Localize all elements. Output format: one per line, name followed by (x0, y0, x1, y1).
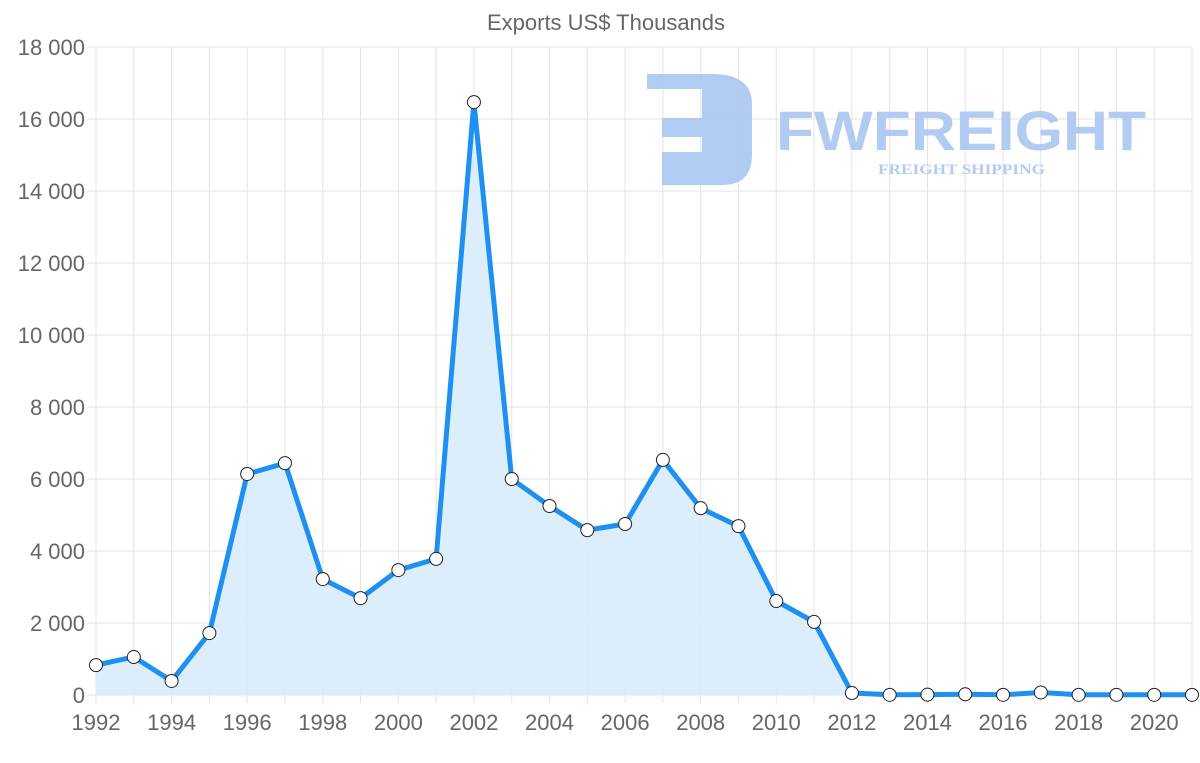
x-tick-label: 2000 (374, 710, 423, 735)
data-point (277, 456, 292, 471)
data-point (996, 687, 1011, 702)
data-point (353, 591, 368, 606)
x-tick-label: 2006 (601, 710, 650, 735)
data-point (844, 686, 859, 701)
x-tick-label: 2020 (1130, 710, 1179, 735)
data-point (769, 594, 784, 609)
data-point (580, 523, 595, 538)
logo-mark-icon (647, 74, 752, 185)
data-point (1071, 687, 1086, 702)
watermark-tagline: FREIGHT SHIPPING (878, 162, 1045, 178)
data-point (1033, 685, 1048, 700)
watermark-brand: FWFREIGHT (776, 99, 1146, 162)
fwfreight-watermark-logo: FWFREIGHT FREIGHT SHIPPING (647, 74, 1146, 185)
x-tick-label: 1994 (147, 710, 196, 735)
x-tick-label: 2010 (752, 710, 801, 735)
data-point (618, 517, 633, 531)
data-point (466, 95, 481, 110)
data-point (429, 551, 444, 566)
y-tick-label: 6 000 (30, 467, 85, 492)
x-tick-label: 2012 (827, 710, 876, 735)
data-points (89, 95, 1199, 702)
y-tick-label: 16 000 (18, 107, 85, 132)
y-axis-ticks: 0 2 000 4 000 6 000 8 000 10 000 12 000 14 000 1… (18, 35, 85, 708)
data-point (920, 687, 935, 702)
data-point (693, 501, 708, 516)
x-tick-label: 2004 (525, 710, 574, 735)
data-point (164, 673, 179, 688)
x-axis-ticks: 1992 1994 1996 1998 2000 2002 2004 2006 2008 2010… (72, 710, 1179, 735)
x-tick-label: 2002 (449, 710, 498, 735)
data-point (1185, 687, 1199, 702)
y-tick-label: 2 000 (30, 611, 85, 636)
data-point (655, 452, 670, 467)
y-tick-label: 4 000 (30, 539, 85, 564)
y-tick-label: 10 000 (18, 323, 85, 348)
data-point (882, 687, 897, 702)
y-tick-label: 12 000 (18, 251, 85, 276)
x-tick-label: 2014 (903, 710, 952, 735)
data-point (1109, 687, 1124, 702)
area-fill (96, 102, 1192, 696)
y-tick-label: 18 000 (18, 35, 85, 60)
data-point (315, 572, 330, 587)
x-tick-label: 2008 (676, 710, 725, 735)
data-point (504, 472, 519, 486)
data-point (542, 499, 557, 513)
data-point (202, 626, 217, 641)
x-tick-label: 2018 (1054, 710, 1103, 735)
data-point (126, 650, 141, 665)
data-point (958, 687, 973, 702)
x-tick-label: 2016 (979, 710, 1028, 735)
x-tick-label: 1996 (223, 710, 272, 735)
x-tick-label: 1998 (298, 710, 347, 735)
data-point (807, 614, 822, 629)
data-point (240, 466, 255, 481)
data-point (391, 563, 406, 578)
y-tick-label: 0 (73, 683, 85, 708)
data-point (1147, 687, 1162, 702)
y-tick-label: 8 000 (30, 395, 85, 420)
data-point (89, 658, 103, 673)
chart-title: Exports US$ Thousands (487, 10, 725, 35)
data-point (731, 519, 746, 534)
x-tick-label: 1992 (72, 710, 121, 735)
y-tick-label: 14 000 (18, 179, 85, 204)
